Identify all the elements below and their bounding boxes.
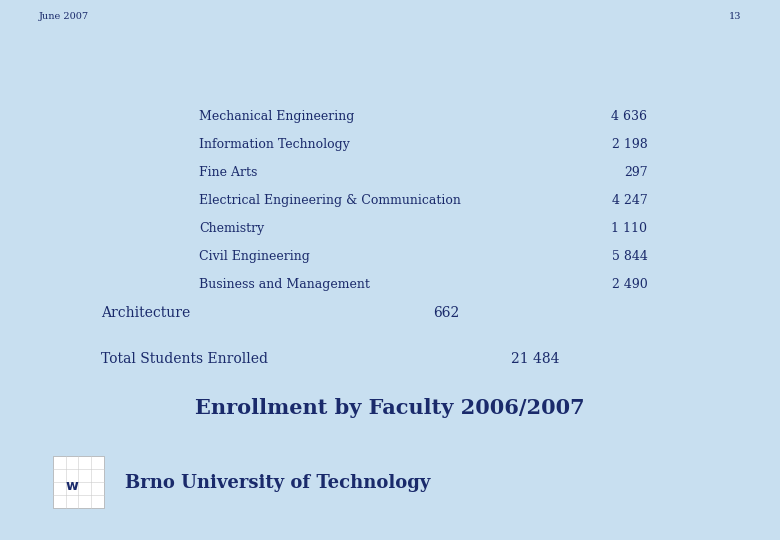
Text: 2 198: 2 198: [612, 138, 647, 151]
Text: Brno University of Technology: Brno University of Technology: [125, 474, 431, 492]
Text: 1 110: 1 110: [612, 222, 647, 235]
Text: 297: 297: [624, 166, 647, 179]
Text: 21 484: 21 484: [511, 352, 559, 366]
Bar: [53, 456, 104, 508]
Text: Architecture: Architecture: [101, 306, 190, 320]
Text: 662: 662: [433, 306, 459, 320]
Text: Chemistry: Chemistry: [199, 222, 264, 235]
Text: 4 247: 4 247: [612, 194, 647, 207]
Text: June 2007: June 2007: [39, 12, 89, 21]
Text: Civil Engineering: Civil Engineering: [199, 250, 310, 263]
Text: 4 636: 4 636: [612, 110, 647, 123]
Text: Electrical Engineering & Communication: Electrical Engineering & Communication: [199, 194, 461, 207]
Text: Total Students Enrolled: Total Students Enrolled: [101, 352, 268, 366]
Text: Mechanical Engineering: Mechanical Engineering: [199, 110, 354, 123]
Text: w: w: [66, 479, 79, 493]
Text: Enrollment by Faculty 2006/2007: Enrollment by Faculty 2006/2007: [195, 397, 585, 418]
Text: 13: 13: [729, 12, 741, 21]
Text: 2 490: 2 490: [612, 278, 647, 291]
Text: Business and Management: Business and Management: [199, 278, 370, 291]
Text: Fine Arts: Fine Arts: [199, 166, 257, 179]
Text: 5 844: 5 844: [612, 250, 647, 263]
Text: Information Technology: Information Technology: [199, 138, 349, 151]
